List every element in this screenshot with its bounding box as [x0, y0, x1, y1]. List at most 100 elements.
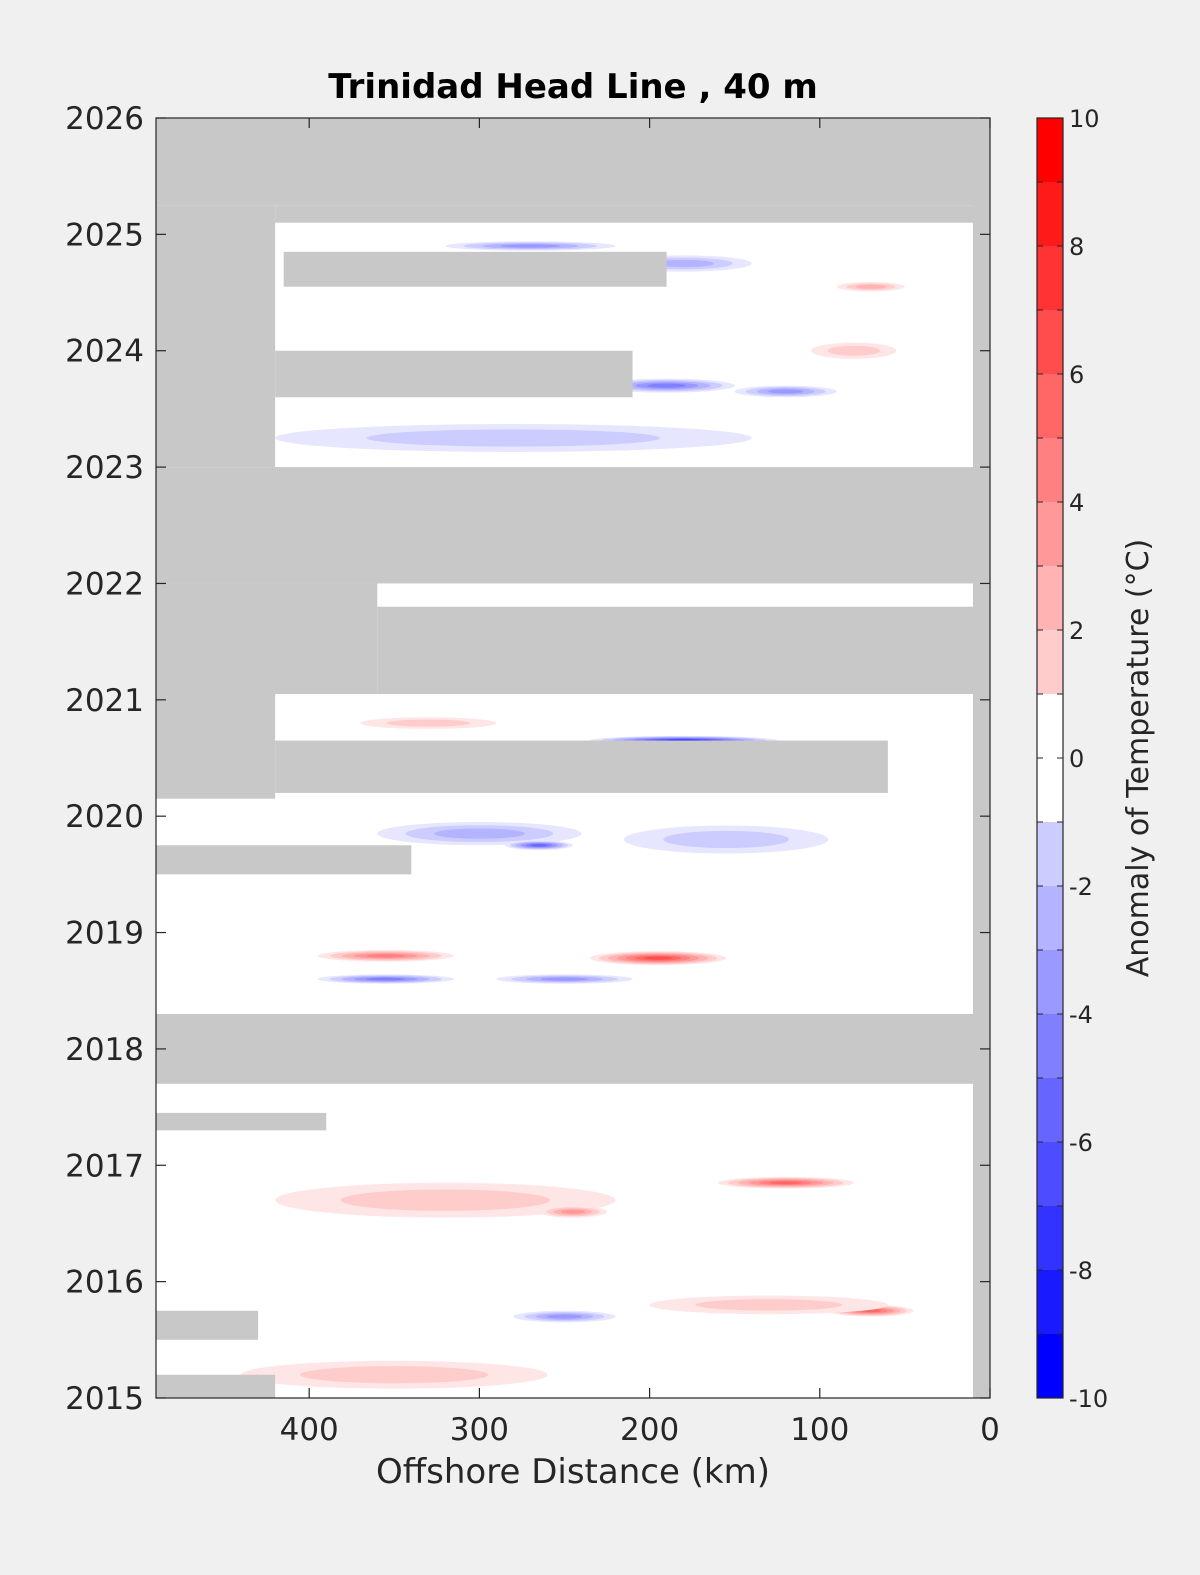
anomaly-feature [241, 1360, 548, 1389]
y-tick-label: 2015 [65, 1381, 144, 1417]
missing-data-region [972, 118, 990, 1398]
colorbar-tick-label: 2 [1069, 617, 1084, 645]
chart-title: Trinidad Head Line , 40 m [328, 67, 818, 107]
colorbar-band [1037, 246, 1063, 310]
x-axis: 400 300 200 100 0 [280, 118, 1000, 1448]
anomaly-contour-level [769, 1181, 803, 1185]
plot-frame [155, 117, 991, 1399]
colorbar-band [1037, 374, 1063, 438]
anomaly-feature [538, 1206, 608, 1218]
anomaly-feature [513, 1310, 616, 1323]
y-axis: 2015 2016 2017 2018 2019 2020 2021 2022 2023 2024… [65, 101, 990, 1417]
y-tick-label: 2023 [65, 450, 144, 486]
x-tick-label: 200 [620, 1412, 679, 1448]
missing-data-region [156, 118, 990, 206]
anomaly-contour-level [540, 977, 589, 981]
colorbar-band [1037, 950, 1063, 1014]
colorbar-tick-label: -10 [1069, 1385, 1108, 1413]
colorbar-band [1037, 1078, 1063, 1142]
y-tick-label: 2024 [65, 334, 144, 370]
y-tick-label: 2018 [65, 1032, 144, 1068]
colorbar-band [1037, 502, 1063, 566]
y-tick-label: 2019 [65, 916, 144, 952]
colorbar-tick-label: 0 [1069, 745, 1084, 773]
plot-area [155, 117, 991, 1399]
anomaly-feature [811, 342, 897, 359]
anomaly-contour-level [827, 345, 881, 356]
anomaly-contour-level [366, 954, 406, 958]
anomaly-feature [317, 950, 454, 962]
anomaly-contour-level [695, 1299, 843, 1311]
colorbar-tick-label: -8 [1069, 1257, 1093, 1285]
missing-data-regions [156, 118, 990, 1398]
anomaly-feature [624, 825, 829, 854]
colorbar-band [1037, 310, 1063, 374]
y-tick-label: 2017 [65, 1148, 144, 1184]
colorbar-band [1037, 630, 1063, 694]
colorbar-band [1037, 694, 1063, 758]
missing-data-region [377, 606, 990, 694]
x-tick-label: 300 [450, 1412, 509, 1448]
x-tick-label: 0 [980, 1412, 1000, 1448]
colorbar-band [1037, 182, 1063, 246]
anomaly-feature [445, 241, 616, 251]
colorbar-band [1037, 1142, 1063, 1206]
anomaly-contour-level [561, 1209, 585, 1214]
colorbar-label: Anomaly of Temperature (°C) [1121, 539, 1156, 978]
anomaly-feature [649, 1295, 888, 1315]
missing-data-region [156, 467, 990, 584]
colorbar-band [1037, 1014, 1063, 1078]
anomaly-contour-level [653, 259, 714, 268]
anomaly-contour-level [530, 844, 548, 847]
y-tick-label: 2025 [65, 217, 144, 253]
missing-data-region [275, 740, 888, 793]
anomaly-feature [836, 282, 905, 292]
colorbar-band [1037, 822, 1063, 886]
anomaly-feature [496, 974, 633, 984]
anomaly-contour-level [300, 1366, 489, 1384]
missing-data-region [156, 1310, 259, 1340]
missing-data-region [275, 350, 633, 398]
anomaly-feature [598, 378, 735, 393]
anomaly-contour-level [855, 284, 886, 289]
colorbar-band [1037, 118, 1063, 182]
colorbar-band [1037, 566, 1063, 630]
missing-data-region [283, 251, 667, 287]
anomaly-contour-level [366, 977, 406, 981]
anomaly-contour-level [386, 719, 471, 727]
colorbar-tick-label: 10 [1069, 105, 1100, 133]
anomaly-contour-level [546, 1314, 583, 1319]
anomaly-contour-level [340, 1189, 551, 1211]
missing-data-region [156, 694, 276, 799]
colorbar-band [1037, 1270, 1063, 1334]
x-axis-label: Offshore Distance (km) [376, 1452, 770, 1492]
y-tick-label: 2020 [65, 799, 144, 835]
y-tick-label: 2016 [65, 1265, 144, 1301]
colorbar-tick-label: 8 [1069, 233, 1084, 261]
y-tick-label: 2021 [65, 683, 144, 719]
anomaly-feature [377, 822, 582, 846]
y-tick-label: 2022 [65, 566, 144, 602]
anomaly-contour-level [366, 429, 661, 447]
anomaly-feature [590, 951, 727, 966]
missing-data-region [156, 845, 412, 875]
anomaly-feature [360, 717, 497, 729]
missing-data-region [156, 1112, 327, 1131]
anomaly-contour-level [647, 383, 687, 388]
anomaly-feature [317, 974, 454, 984]
colorbar: -10 -8 -6 -4 -2 0 2 4 6 8 10 [1036, 105, 1108, 1413]
colorbar-band [1037, 1206, 1063, 1270]
y-tick-label: 2026 [65, 101, 144, 137]
colorbar-band [1037, 438, 1063, 502]
missing-data-region [156, 205, 276, 468]
anomaly-feature [275, 1182, 616, 1218]
anomaly-feature [717, 1176, 854, 1189]
anomaly-contour-level [643, 956, 673, 960]
colorbar-tick-label: 6 [1069, 361, 1084, 389]
anomaly-feature [504, 840, 573, 850]
anomaly-contour-level [767, 389, 804, 394]
colorbar-band [1037, 1334, 1063, 1398]
anomaly-feature [734, 385, 837, 398]
x-tick-label: 400 [280, 1412, 339, 1448]
